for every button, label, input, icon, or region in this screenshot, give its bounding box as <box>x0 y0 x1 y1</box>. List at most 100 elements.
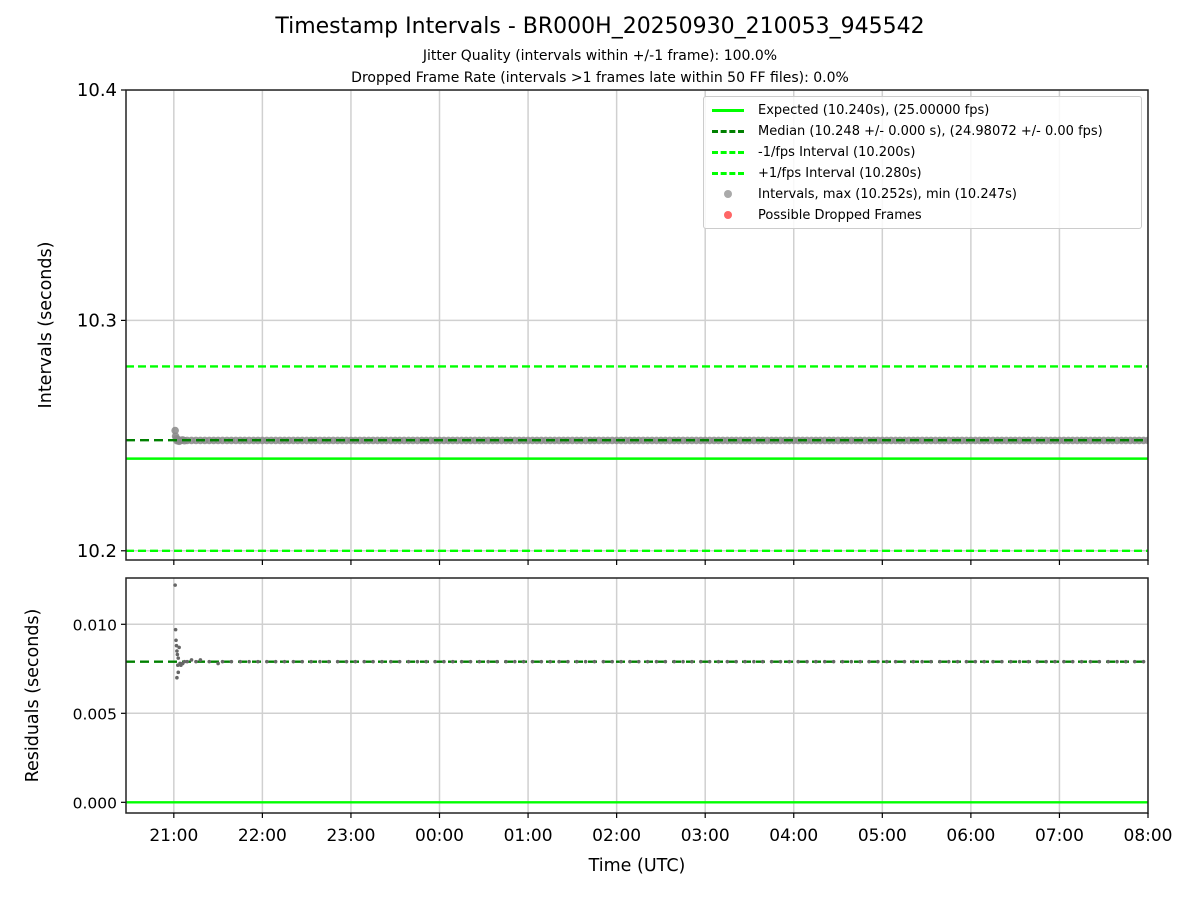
residual-point <box>690 659 694 664</box>
residual-point <box>175 652 180 657</box>
residual-point <box>1035 659 1040 664</box>
residual-point <box>628 659 632 664</box>
residual-point <box>176 656 181 660</box>
x-tick-label: 06:00 <box>946 826 995 846</box>
residual-point <box>495 659 499 664</box>
y-tick-label: 10.3 <box>77 310 117 331</box>
residual-point <box>362 659 367 664</box>
residual-point <box>176 670 181 675</box>
residual-point <box>220 659 225 664</box>
residual-point <box>521 659 526 664</box>
residual-point <box>194 659 198 664</box>
residual-point <box>397 659 402 664</box>
interval-point <box>171 426 179 435</box>
residual-point <box>371 659 375 664</box>
residual-point <box>182 659 187 664</box>
y-axis-label: Intervals (seconds) <box>36 242 56 409</box>
legend-entry: Possible Dropped Frames <box>712 205 922 225</box>
residual-point <box>174 643 179 648</box>
residual-point <box>185 659 189 664</box>
axes-frame <box>125 577 1149 814</box>
residual-point <box>769 659 774 664</box>
residual-point <box>929 659 933 664</box>
legend-label: +1/fps Interval (10.280s) <box>758 165 922 181</box>
interval-point <box>1144 436 1148 445</box>
residual-point <box>415 659 420 664</box>
residual-point <box>177 645 181 650</box>
residual-point <box>760 659 765 664</box>
residual-point <box>884 659 889 664</box>
legend-entry: Intervals, max (10.252s), min (10.247s) <box>712 184 1017 204</box>
residual-point <box>955 659 960 664</box>
residual-point <box>1000 659 1004 664</box>
residual-point <box>539 659 544 664</box>
residual-point <box>911 659 916 664</box>
residual-point <box>876 659 880 664</box>
residual-point <box>504 659 508 664</box>
residual-point <box>229 659 234 664</box>
residual-point <box>698 659 703 664</box>
residual-point <box>1053 659 1057 664</box>
legend-swatch <box>712 188 744 200</box>
legend-entry: +1/fps Interval (10.280s) <box>712 163 922 183</box>
residual-point <box>300 659 305 664</box>
residual-point <box>1008 659 1013 664</box>
residual-point <box>707 659 712 664</box>
x-tick-label: 02:00 <box>592 826 641 846</box>
residual-point <box>734 659 738 664</box>
residual-point <box>406 659 411 664</box>
residual-point <box>459 659 464 664</box>
residual-point <box>778 659 783 664</box>
residual-point <box>318 659 322 664</box>
residual-point <box>1088 659 1093 664</box>
residual-point <box>1141 659 1146 664</box>
axes-frame <box>125 89 1149 561</box>
x-tick-label: 22:00 <box>238 826 287 846</box>
residual-point <box>353 659 358 664</box>
legend-entry: Median (10.248 +/- 0.000 s), (24.98072 +… <box>712 121 1103 141</box>
residual-point <box>796 659 800 664</box>
residual-point <box>663 659 668 664</box>
jitter-quality-subtitle: Jitter Quality (intervals within +/-1 fr… <box>422 48 778 64</box>
residual-point <box>344 659 349 664</box>
residual-point <box>424 659 429 664</box>
residual-point <box>1106 659 1110 664</box>
residual-point <box>893 659 898 664</box>
residual-point <box>619 659 623 664</box>
residual-point <box>636 659 641 664</box>
residual-point <box>805 659 809 664</box>
chart-title: Timestamp Intervals - BR000H_20250930_21… <box>275 14 925 39</box>
residual-point <box>849 659 854 664</box>
residual-point <box>256 659 260 664</box>
x-tick-label: 07:00 <box>1035 826 1084 846</box>
residual-point <box>1097 659 1102 664</box>
residual-point <box>574 659 579 664</box>
y-tick-label: 0.000 <box>73 794 117 812</box>
residual-point <box>1026 659 1031 664</box>
y-axis-label: Residuals (seconds) <box>23 609 43 783</box>
residual-point <box>752 659 756 664</box>
residual-point <box>840 659 845 664</box>
residual-point <box>973 659 978 664</box>
y-tick-label: 10.4 <box>77 80 117 101</box>
residual-point <box>902 659 907 664</box>
residual-point <box>1079 659 1084 664</box>
y-tick-label: 0.010 <box>73 616 117 634</box>
residual-point <box>867 659 871 664</box>
residual-point <box>583 659 588 664</box>
residual-point <box>380 659 384 664</box>
residual-point <box>716 659 721 664</box>
residual-point <box>189 658 194 662</box>
legend-entry: -1/fps Interval (10.200s) <box>712 142 915 162</box>
residual-point <box>1115 659 1119 664</box>
residual-point <box>327 659 331 664</box>
legend-label: Possible Dropped Frames <box>758 207 922 223</box>
residual-point <box>1070 659 1075 664</box>
residual-point <box>512 659 517 664</box>
residual-point <box>477 659 482 664</box>
x-tick-label: 01:00 <box>504 826 553 846</box>
residual-point <box>442 659 446 664</box>
dropped-frame-subtitle: Dropped Frame Rate (intervals >1 frames … <box>351 70 849 86</box>
x-tick-label: 03:00 <box>681 826 730 846</box>
